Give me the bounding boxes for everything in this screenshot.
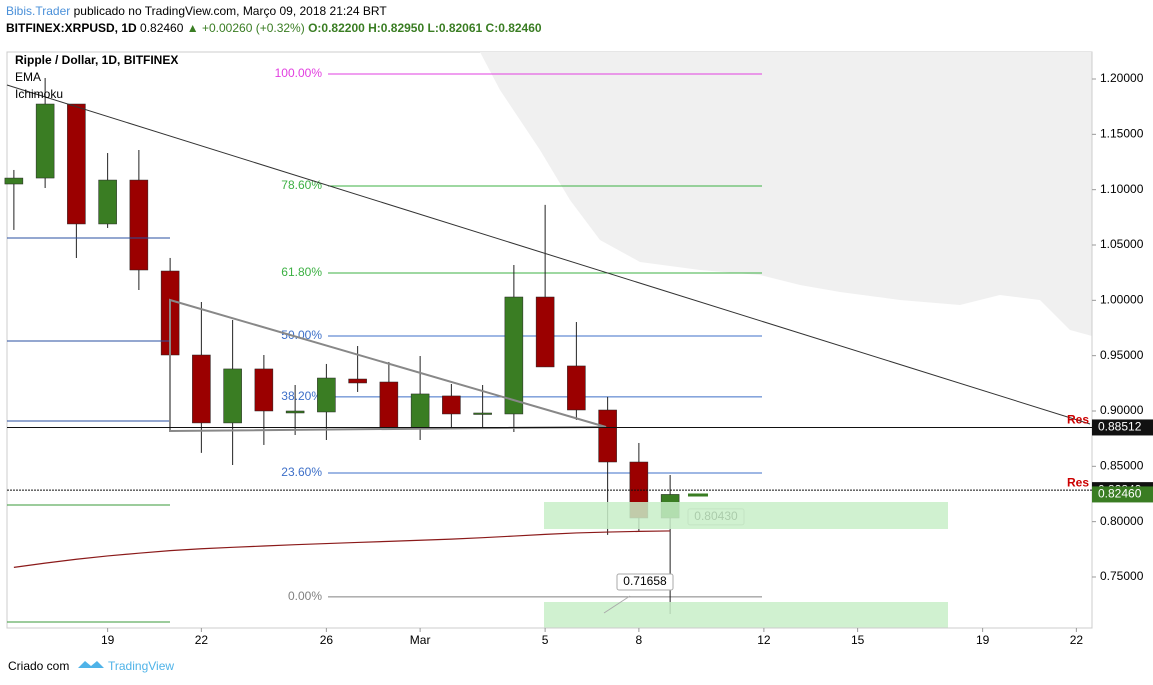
- candle-body: [473, 412, 492, 415]
- price-tag-label: 0.88512: [1098, 420, 1142, 434]
- candle-body: [192, 354, 211, 424]
- ohlc: O:0.82200 H:0.82950 L:0.82061 C:0.82460: [308, 21, 542, 35]
- ema-line: [13, 530, 671, 568]
- x-tick-label: 22: [1070, 633, 1084, 647]
- x-tick-label: 8: [636, 633, 643, 647]
- symbol: BITFINEX:XRPUSD, 1D: [6, 21, 137, 35]
- candle-body: [285, 410, 305, 414]
- price-tag-label: 0.82460: [1098, 487, 1142, 501]
- published: publicado no TradingView.com, Março 09, …: [73, 4, 387, 18]
- chart-title: Ripple / Dollar, 1D, BITFINEX: [15, 53, 178, 67]
- change: ▲ +0.00260 (+0.32%): [186, 21, 305, 35]
- fib-label: 23.60%: [281, 465, 322, 479]
- logo: [78, 661, 104, 668]
- x-tick-label: 5: [542, 633, 549, 647]
- fib-label: 0.00%: [288, 589, 322, 603]
- trend-line: [6, 84, 1091, 425]
- y-tick-label: 1.05000: [1100, 237, 1144, 251]
- annotation-box: [616, 573, 674, 591]
- candle-body: [129, 179, 149, 271]
- res-label: Res: [1067, 475, 1089, 489]
- y-tick-label: 0.80000: [1100, 514, 1144, 528]
- indicator: Ichimoku: [15, 87, 63, 101]
- candle-body: [254, 368, 274, 412]
- support-zone: [544, 502, 948, 529]
- header: Bibis.Trader publicado no TradingView.co…: [6, 4, 542, 35]
- price-tag: [1092, 486, 1153, 503]
- candle-body: [504, 296, 524, 415]
- candle-body: [442, 395, 461, 415]
- annotation-label: 0.71658: [623, 574, 667, 588]
- candle-body: [35, 103, 55, 179]
- x-tick-label: 26: [320, 633, 334, 647]
- footer-brand: TradingView: [108, 659, 174, 673]
- y-tick-label: 1.15000: [1100, 127, 1144, 141]
- candle-body: [410, 393, 430, 429]
- x-tick-label: 22: [195, 633, 209, 647]
- indicator: EMA: [15, 70, 41, 84]
- x-tick-label: 19: [101, 633, 115, 647]
- fib-label: 38.20%: [281, 389, 322, 403]
- y-tick-label: 1.20000: [1100, 71, 1144, 85]
- res-label: Res: [1067, 413, 1089, 427]
- y-tick-label: 0.95000: [1100, 348, 1144, 362]
- x-tick-label: Mar: [410, 633, 431, 647]
- y-tick-label: 1.00000: [1100, 292, 1144, 306]
- candle-body: [379, 381, 399, 429]
- y-tick-label: 1.10000: [1100, 182, 1144, 196]
- candle-body: [598, 409, 617, 463]
- triangle: [169, 298, 607, 433]
- fib-label: 78.60%: [281, 178, 322, 192]
- support-zone: [544, 602, 948, 628]
- candle-body: [348, 378, 367, 384]
- y-tick-label: 0.85000: [1100, 458, 1144, 472]
- fib-label: 100.00%: [275, 66, 323, 80]
- last-price: 0.82460: [140, 21, 184, 35]
- price-tag: [1092, 419, 1153, 436]
- candle-body: [67, 103, 86, 225]
- x-tick-label: 12: [757, 633, 771, 647]
- fib-label: 50.00%: [281, 328, 322, 342]
- candle-body: [98, 179, 117, 225]
- x-tick-label: 15: [851, 633, 865, 647]
- candle-body: [4, 177, 24, 185]
- candle-body: [317, 377, 336, 413]
- ichimoku-cloud: [480, 52, 1092, 336]
- header-line: BITFINEX:XRPUSD, 1D 0.82460 ▲ +0.00260 (…: [6, 21, 542, 35]
- candle-body: [535, 296, 555, 368]
- y-tick-label: 0.90000: [1100, 403, 1144, 417]
- fib-label: 61.80%: [281, 265, 322, 279]
- callout-line: [603, 595, 631, 614]
- candle-body: [567, 365, 586, 411]
- author: Bibis.Trader: [6, 4, 71, 18]
- x-tick-label: 19: [976, 633, 990, 647]
- header-line: Bibis.Trader publicado no TradingView.co…: [6, 4, 542, 18]
- candle-body: [223, 368, 242, 424]
- footer-text: Criado com: [8, 659, 69, 673]
- y-tick-label: 0.75000: [1100, 569, 1144, 583]
